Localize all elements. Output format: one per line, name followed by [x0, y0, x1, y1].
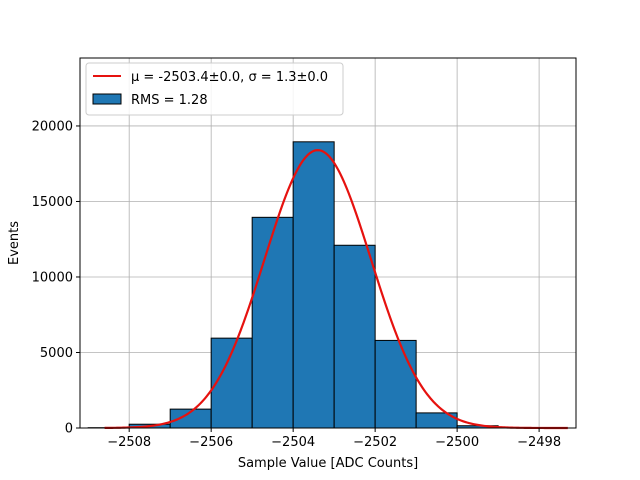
- histogram-bar: [251, 216, 294, 429]
- fit-curve: [104, 149, 568, 430]
- legend-bar-swatch: [92, 93, 122, 105]
- legend-bar-label: RMS = 1.28: [131, 93, 208, 108]
- histogram-bar: [333, 244, 376, 429]
- legend-fit-label: μ = -2503.4±0.0, σ = 1.3±0.0: [131, 70, 328, 85]
- y-tick-label: 10000: [32, 270, 73, 285]
- histogram-bar: [374, 339, 417, 429]
- y-axis-label: Events: [7, 221, 22, 265]
- histogram-bars: [87, 141, 540, 429]
- y-tick-label: 20000: [32, 119, 73, 134]
- y-tick-label: 0: [65, 422, 73, 437]
- x-axis-label: Sample Value [ADC Counts]: [238, 456, 418, 471]
- x-tick-label: −2500: [435, 435, 479, 450]
- y-tick-label: 15000: [32, 195, 73, 210]
- x-tick-label: −2504: [271, 435, 315, 450]
- x-tick-label: −2502: [353, 435, 397, 450]
- legend-box: [85, 62, 344, 116]
- plot-frame: [79, 57, 577, 429]
- y-tick-label: 5000: [40, 346, 73, 361]
- x-tick-label: −2508: [107, 435, 151, 450]
- histogram-bar: [292, 141, 335, 429]
- gaussian-fit: [104, 149, 568, 430]
- legend: μ = -2503.4±0.0, σ = 1.3±0.0 RMS = 1.28: [85, 62, 344, 116]
- x-tick-label: −2498: [517, 435, 561, 450]
- axis-ticks: −2508 −2506 −2504 −2502 −2500 −2498 0 5000 10000…: [32, 119, 561, 450]
- x-tick-label: −2506: [189, 435, 233, 450]
